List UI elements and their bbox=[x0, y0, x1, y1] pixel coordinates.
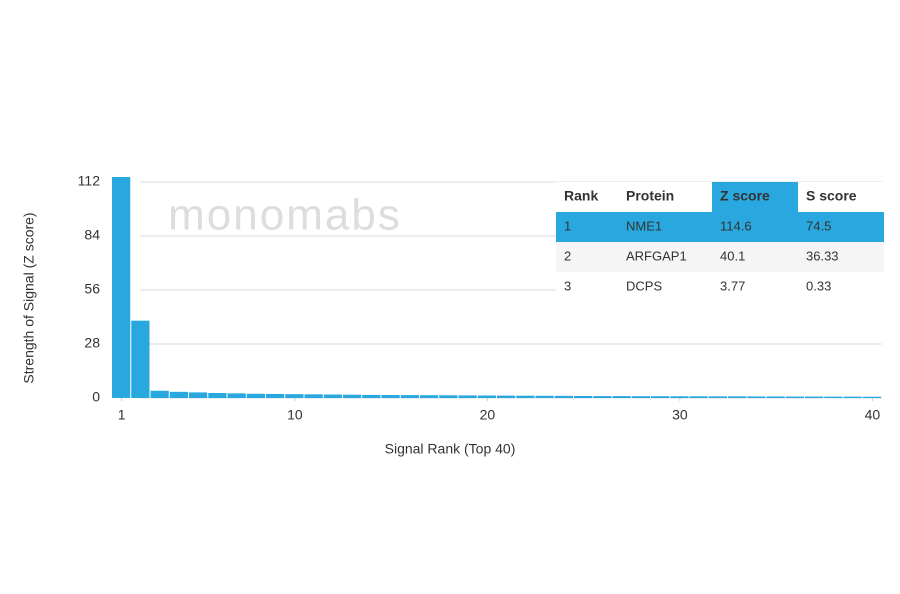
bar bbox=[304, 394, 323, 398]
y-tick-label: 0 bbox=[92, 389, 100, 405]
bar bbox=[246, 393, 265, 398]
x-axis-title: Signal Rank (Top 40) bbox=[385, 441, 516, 457]
table-cell: 114.6 bbox=[720, 218, 752, 233]
y-tick-label: 84 bbox=[84, 227, 100, 243]
bar bbox=[631, 396, 650, 398]
column-header: S score bbox=[806, 188, 857, 204]
bar bbox=[516, 395, 535, 398]
y-tick-label: 28 bbox=[84, 335, 100, 351]
table-cell: 40.1 bbox=[720, 248, 745, 263]
bar bbox=[150, 390, 169, 398]
x-tick-label: 30 bbox=[672, 407, 688, 423]
table-row bbox=[556, 212, 884, 242]
column-header: Rank bbox=[564, 188, 598, 204]
bar bbox=[420, 395, 439, 398]
bar bbox=[208, 392, 227, 398]
table-cell: 0.33 bbox=[806, 278, 831, 293]
bar bbox=[189, 392, 208, 398]
column-header: Protein bbox=[626, 188, 674, 204]
bar bbox=[708, 396, 727, 398]
table-cell: 74.5 bbox=[806, 218, 831, 233]
bar bbox=[266, 393, 285, 398]
bar bbox=[169, 391, 188, 398]
table-cell: 36.33 bbox=[806, 248, 839, 263]
table-row bbox=[556, 242, 884, 272]
bar bbox=[593, 396, 612, 398]
watermark: monomabs bbox=[168, 191, 402, 240]
x-tick-label: 1 bbox=[118, 407, 126, 423]
y-tick-label: 112 bbox=[78, 173, 101, 189]
y-axis-title: Strength of Signal (Z score) bbox=[21, 212, 37, 383]
bar bbox=[574, 395, 593, 398]
bar bbox=[535, 395, 554, 398]
x-tick-label: 40 bbox=[865, 407, 881, 423]
bar bbox=[805, 396, 824, 398]
table-cell: 3 bbox=[564, 278, 571, 293]
bar bbox=[670, 396, 689, 398]
table: Rank Protein Z score S score 1 NME1 114.6 74.5 2… bbox=[556, 182, 884, 302]
bar bbox=[343, 394, 362, 398]
table-cell: 2 bbox=[564, 248, 571, 263]
y-tick-label: 56 bbox=[84, 281, 100, 297]
bar bbox=[766, 396, 785, 398]
bar bbox=[689, 396, 708, 398]
bar bbox=[323, 394, 342, 398]
table-cell: DCPS bbox=[626, 278, 662, 293]
bar bbox=[554, 395, 573, 398]
bar bbox=[131, 320, 150, 398]
bar bbox=[477, 395, 496, 398]
table-row bbox=[556, 272, 884, 302]
bar bbox=[785, 396, 804, 398]
bar bbox=[843, 396, 862, 398]
bar bbox=[400, 395, 419, 398]
bar bbox=[362, 394, 381, 398]
x-tick-label: 10 bbox=[287, 407, 303, 423]
bar bbox=[862, 396, 881, 398]
bar bbox=[747, 396, 766, 398]
column-header: Z score bbox=[720, 188, 770, 204]
header-highlight bbox=[712, 182, 798, 212]
bar bbox=[824, 396, 843, 398]
table-cell: NME1 bbox=[626, 218, 662, 233]
table-cell: ARFGAP1 bbox=[626, 248, 687, 263]
bar bbox=[458, 395, 477, 398]
table-cell: 3.77 bbox=[720, 278, 745, 293]
bar bbox=[285, 394, 304, 398]
bar bbox=[381, 395, 400, 398]
bar bbox=[612, 396, 631, 398]
bar bbox=[651, 396, 670, 398]
bar bbox=[112, 176, 131, 398]
x-tick-label: 20 bbox=[480, 407, 496, 423]
bar bbox=[497, 395, 516, 398]
table-cell: 1 bbox=[564, 218, 571, 233]
bar bbox=[439, 395, 458, 398]
bar bbox=[227, 393, 246, 398]
bar bbox=[728, 396, 747, 398]
